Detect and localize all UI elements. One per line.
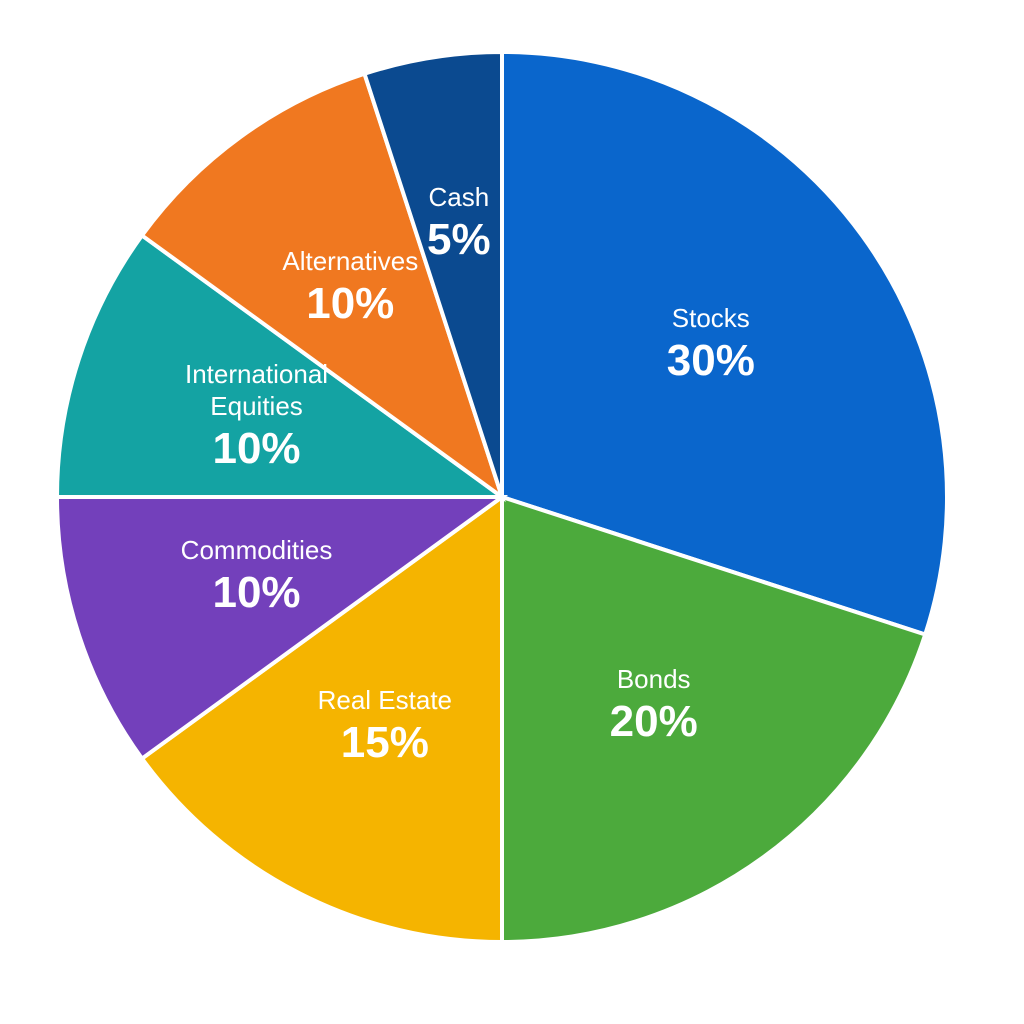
value-label: 20% bbox=[609, 696, 698, 746]
category-label: Real Estate bbox=[317, 684, 453, 715]
slice-label: Stocks 30% bbox=[621, 302, 801, 388]
slice-label: Real Estate 15% bbox=[295, 684, 475, 770]
slice-label: Cash 5% bbox=[369, 181, 549, 267]
pie-slice bbox=[139, 71, 506, 503]
pie-slice bbox=[54, 232, 509, 499]
pie-slice bbox=[54, 495, 509, 762]
value-label: 15% bbox=[340, 717, 429, 767]
category-label: Bonds bbox=[616, 663, 691, 694]
category-label: Commodities bbox=[180, 534, 333, 565]
pie-slice bbox=[500, 494, 928, 945]
slice-label: International Equities 10% bbox=[167, 358, 347, 476]
category-label: Cash bbox=[428, 182, 490, 213]
value-label: 10% bbox=[212, 567, 301, 617]
category-label: International Equities bbox=[184, 359, 329, 422]
pie-slice bbox=[361, 49, 504, 498]
category-label: Alternatives bbox=[282, 246, 419, 277]
value-label: 30% bbox=[666, 336, 755, 386]
pie-slice bbox=[500, 49, 949, 638]
slice-label: Commodities 10% bbox=[167, 534, 347, 620]
category-label: Stocks bbox=[671, 303, 750, 334]
value-label: 10% bbox=[306, 279, 395, 329]
value-label: 5% bbox=[427, 215, 491, 265]
value-label: 10% bbox=[212, 424, 301, 474]
pie-slice bbox=[139, 493, 504, 945]
slice-label: Bonds 20% bbox=[564, 663, 744, 749]
slice-label: Alternatives 10% bbox=[260, 245, 440, 331]
